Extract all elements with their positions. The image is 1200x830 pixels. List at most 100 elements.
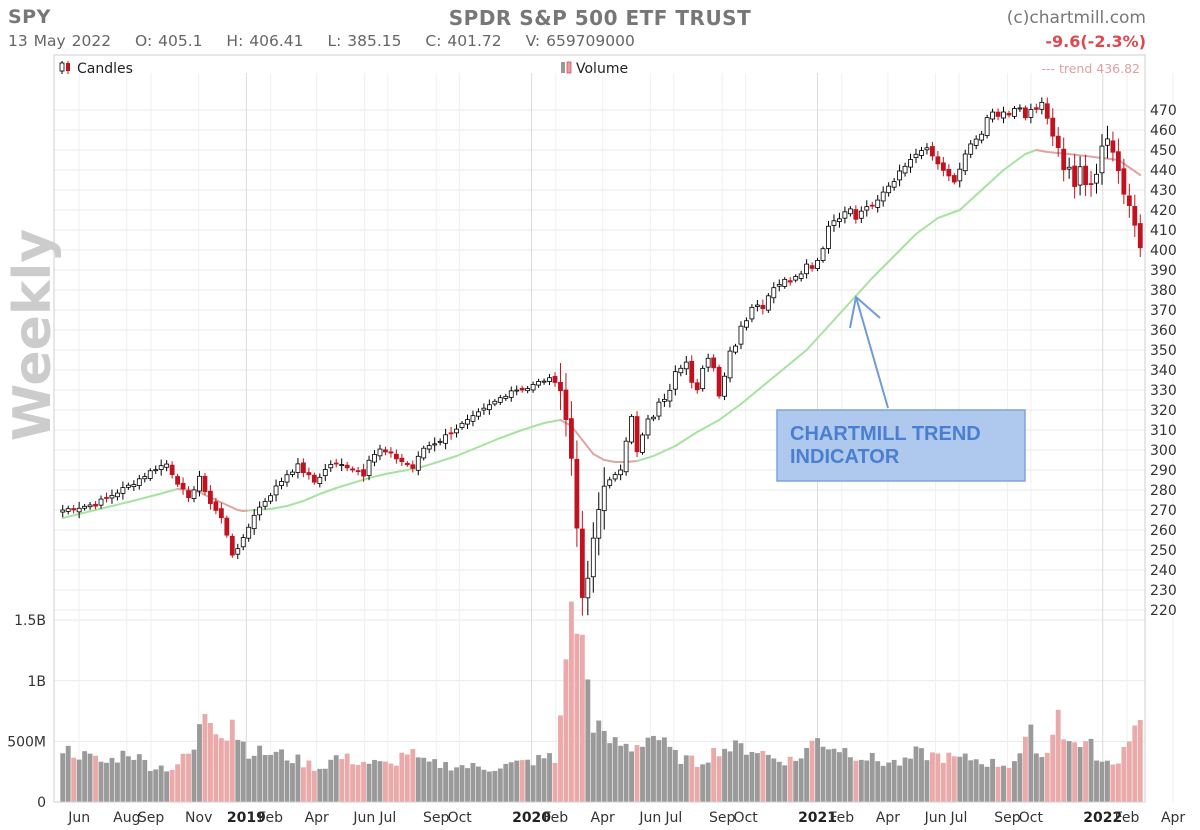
candle bbox=[1126, 183, 1132, 218]
volume-bar bbox=[1099, 761, 1105, 802]
candle bbox=[869, 201, 875, 210]
candle bbox=[940, 156, 946, 177]
candle bbox=[880, 186, 886, 207]
volume-bar bbox=[1094, 760, 1099, 802]
volume-bar bbox=[104, 762, 109, 802]
volume-bar bbox=[125, 756, 131, 802]
trend-segment bbox=[887, 255, 896, 263]
candle bbox=[1083, 154, 1088, 196]
volume-bar bbox=[651, 735, 656, 802]
time-tick-label: Apr bbox=[591, 810, 615, 826]
volume-bar bbox=[623, 743, 629, 802]
volume-bar bbox=[114, 762, 120, 802]
trend-segment bbox=[893, 249, 901, 257]
volume-bar bbox=[290, 763, 295, 802]
candle bbox=[508, 386, 514, 402]
volume-bar bbox=[383, 761, 388, 802]
volume-bar bbox=[536, 755, 542, 802]
volume-tick-label: 500M bbox=[7, 734, 46, 750]
volume-bar bbox=[1006, 767, 1012, 802]
candle bbox=[443, 428, 449, 450]
candle bbox=[1012, 105, 1017, 119]
candle bbox=[957, 162, 963, 188]
candle bbox=[1055, 127, 1061, 157]
volume-bar bbox=[361, 761, 367, 802]
time-tick-label: Jul bbox=[950, 810, 968, 826]
price-tick-label: 420 bbox=[1150, 203, 1177, 219]
volume-bar bbox=[733, 740, 738, 802]
price-tick-label: 250 bbox=[1150, 543, 1177, 559]
volume-bar bbox=[169, 769, 175, 802]
trend-segment bbox=[674, 441, 682, 447]
volume-bar bbox=[705, 762, 711, 802]
volume-bar bbox=[694, 766, 700, 802]
volume-bar bbox=[224, 740, 230, 802]
trend-segment bbox=[778, 367, 786, 374]
trend-segment bbox=[701, 425, 710, 430]
candle bbox=[891, 177, 897, 191]
candle bbox=[754, 300, 760, 312]
trend-segment bbox=[997, 169, 1005, 176]
candle bbox=[246, 523, 252, 542]
volume-bar bbox=[869, 753, 875, 802]
volume-bar bbox=[601, 730, 607, 802]
candle bbox=[93, 501, 98, 510]
price-tick-label: 400 bbox=[1150, 243, 1177, 259]
candle bbox=[973, 135, 979, 150]
candle bbox=[497, 394, 503, 406]
chart-title: SPDR S&P 500 ETF TRUST bbox=[448, 6, 752, 30]
time-tick-label: Oct bbox=[734, 810, 759, 826]
candle bbox=[301, 458, 306, 478]
trend-segment bbox=[975, 189, 983, 196]
volume-bar bbox=[689, 755, 695, 802]
candle bbox=[295, 458, 301, 479]
candle bbox=[837, 212, 842, 228]
volume-bar bbox=[317, 768, 323, 802]
volume-bar bbox=[640, 746, 645, 802]
annotation-line-2: INDICATOR bbox=[790, 446, 900, 468]
candle bbox=[694, 378, 700, 394]
volume-bar bbox=[158, 765, 164, 802]
legend-trend: --- trend 436.82 bbox=[1041, 61, 1140, 76]
trend-segment bbox=[214, 499, 223, 504]
volume-bar bbox=[973, 759, 979, 802]
volume-bar bbox=[279, 749, 284, 802]
candle bbox=[979, 130, 985, 144]
time-tick-label: Apr bbox=[305, 810, 329, 826]
candle bbox=[279, 477, 284, 490]
candle bbox=[273, 479, 279, 502]
plot-border bbox=[53, 54, 1146, 803]
trend-segment bbox=[805, 343, 814, 351]
time-tick-label: Nov bbox=[185, 810, 212, 826]
symbol-label: SPY bbox=[8, 6, 51, 28]
candle bbox=[601, 467, 607, 530]
candle bbox=[771, 282, 777, 304]
volume-bar bbox=[60, 753, 66, 802]
price-tick-label: 390 bbox=[1150, 263, 1177, 279]
candle bbox=[711, 354, 717, 372]
price-tick-label: 360 bbox=[1150, 323, 1177, 339]
candle bbox=[809, 262, 815, 272]
copyright-label: (c)chartmill.com bbox=[1006, 8, 1146, 28]
candle bbox=[689, 355, 695, 389]
trend-segment bbox=[690, 431, 699, 437]
trend-segment bbox=[1002, 165, 1010, 171]
plot-frame bbox=[53, 54, 1146, 803]
high-value: 406.41 bbox=[249, 32, 304, 50]
time-tick-label: Sep bbox=[423, 810, 450, 826]
trend-segment bbox=[1018, 153, 1027, 159]
candle bbox=[328, 460, 334, 472]
trend-segment bbox=[898, 244, 907, 252]
trend-segment bbox=[925, 221, 934, 227]
trend-segment bbox=[843, 301, 852, 309]
volume-bar bbox=[804, 747, 810, 802]
candle bbox=[1132, 194, 1138, 237]
annotation-box bbox=[776, 409, 1026, 482]
candle bbox=[574, 440, 580, 547]
candle bbox=[454, 424, 459, 438]
watermark: Weekly bbox=[3, 229, 63, 441]
candle bbox=[372, 450, 377, 467]
volume-bar bbox=[678, 763, 684, 802]
candle bbox=[640, 432, 645, 455]
